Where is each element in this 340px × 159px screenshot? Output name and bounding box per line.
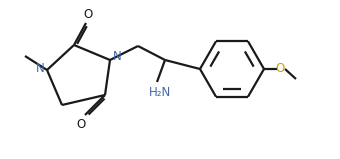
Text: N: N bbox=[36, 62, 45, 75]
Text: H₂N: H₂N bbox=[149, 86, 171, 98]
Text: O: O bbox=[83, 7, 92, 21]
Text: N: N bbox=[113, 51, 121, 63]
Text: O: O bbox=[275, 62, 285, 76]
Text: O: O bbox=[76, 118, 86, 131]
